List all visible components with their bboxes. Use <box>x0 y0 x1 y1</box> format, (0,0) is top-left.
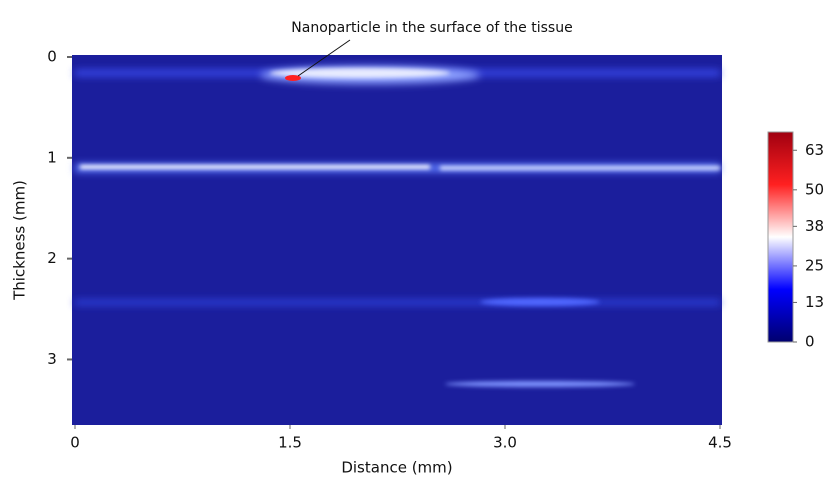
y-tick-label: 1 <box>47 148 57 166</box>
x-tick-label: 0 <box>70 434 80 452</box>
x-tick-label: 1.5 <box>278 434 302 452</box>
colorbar-tick-label: 25 <box>805 256 824 274</box>
x-tick-label: 4.5 <box>708 434 732 452</box>
x-tick-label: 3.0 <box>493 434 517 452</box>
x-axis-label: Distance (mm) <box>341 459 452 477</box>
y-axis-label: Thickness (mm) <box>11 180 29 301</box>
heatmap-image <box>72 39 722 425</box>
y-tick-label: 0 <box>47 48 57 66</box>
colorbar-tick-label: 13 <box>805 293 824 311</box>
y-tick-label: 2 <box>47 249 57 267</box>
annotation: Nanoparticle in the surface of the tissu… <box>291 20 572 36</box>
colorbar-tick-label: 38 <box>805 217 824 235</box>
colorbar-tick-label: 50 <box>805 180 824 198</box>
colorbar-tick-label: 63 <box>805 141 824 159</box>
y-tick-label: 3 <box>47 350 57 368</box>
colorbar-tick-label: 0 <box>805 333 815 351</box>
colorbar <box>767 131 794 343</box>
